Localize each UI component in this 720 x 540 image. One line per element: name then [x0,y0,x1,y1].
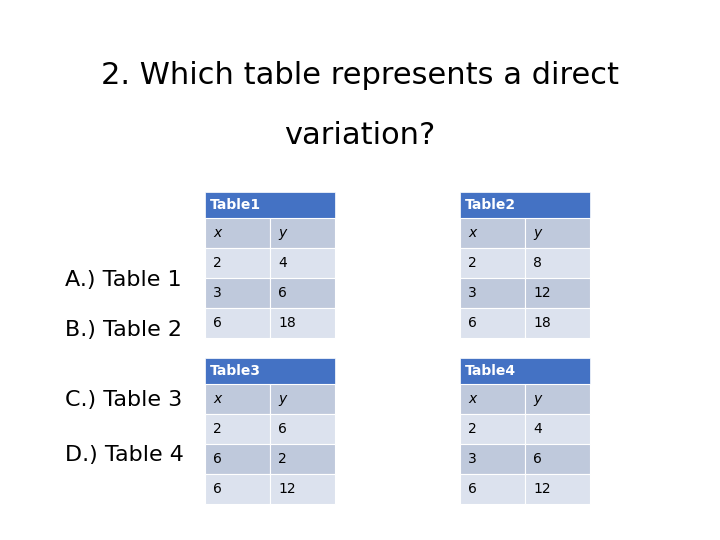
Bar [460,444,525,474]
Text: C.) Table 3: C.) Table 3 [65,390,182,410]
Bar [270,384,335,414]
Bar [205,248,270,278]
Text: variation?: variation? [284,120,436,150]
Bar [270,278,335,308]
Bar [205,358,335,384]
Text: 12: 12 [533,482,551,496]
Bar [460,384,525,414]
Bar [205,474,270,504]
Bar [270,248,335,278]
Text: 4: 4 [278,256,287,270]
Text: 12: 12 [278,482,296,496]
Text: B.) Table 2: B.) Table 2 [65,320,182,340]
Text: 2: 2 [468,256,477,270]
Text: 6: 6 [468,482,477,496]
Text: 12: 12 [533,286,551,300]
Bar [460,358,590,384]
Text: 6: 6 [533,452,542,466]
Text: y: y [533,392,541,406]
Text: y: y [533,226,541,240]
Bar [460,192,590,218]
Bar [460,474,525,504]
Bar [460,308,525,338]
Text: 2: 2 [213,422,222,436]
Text: x: x [468,226,476,240]
Bar [270,444,335,474]
Text: 2: 2 [468,422,477,436]
Text: Table3: Table3 [210,364,261,378]
Bar [270,218,335,248]
Text: x: x [468,392,476,406]
Text: x: x [213,226,221,240]
Text: Table4: Table4 [465,364,516,378]
Text: 4: 4 [533,422,541,436]
Text: D.) Table 4: D.) Table 4 [65,445,184,465]
Text: 6: 6 [278,286,287,300]
Text: 6: 6 [278,422,287,436]
Bar [270,308,335,338]
Text: 2. Which table represents a direct: 2. Which table represents a direct [101,60,619,90]
Text: A.) Table 1: A.) Table 1 [65,270,181,290]
Bar [270,414,335,444]
Text: 3: 3 [468,286,477,300]
Bar [460,278,525,308]
Text: 2: 2 [213,256,222,270]
Text: 6: 6 [468,316,477,330]
Bar [460,218,525,248]
Text: 8: 8 [533,256,542,270]
Bar [205,192,335,218]
Bar [525,414,590,444]
Text: 3: 3 [468,452,477,466]
Text: 3: 3 [213,286,222,300]
Text: 2: 2 [278,452,287,466]
Bar [525,308,590,338]
Bar [525,384,590,414]
Bar [205,444,270,474]
Bar [460,414,525,444]
Text: 18: 18 [278,316,296,330]
Text: y: y [278,392,287,406]
Bar [205,218,270,248]
Bar [205,414,270,444]
Bar [525,248,590,278]
Bar [525,474,590,504]
Bar [205,308,270,338]
Bar [525,218,590,248]
Text: Table2: Table2 [465,198,516,212]
Text: 6: 6 [213,482,222,496]
Text: Table1: Table1 [210,198,261,212]
Bar [525,278,590,308]
Bar [525,444,590,474]
Text: 6: 6 [213,452,222,466]
Bar [205,384,270,414]
Text: y: y [278,226,287,240]
Bar [270,474,335,504]
Text: 6: 6 [213,316,222,330]
Bar [205,278,270,308]
Text: 18: 18 [533,316,551,330]
Bar [460,248,525,278]
Text: x: x [213,392,221,406]
